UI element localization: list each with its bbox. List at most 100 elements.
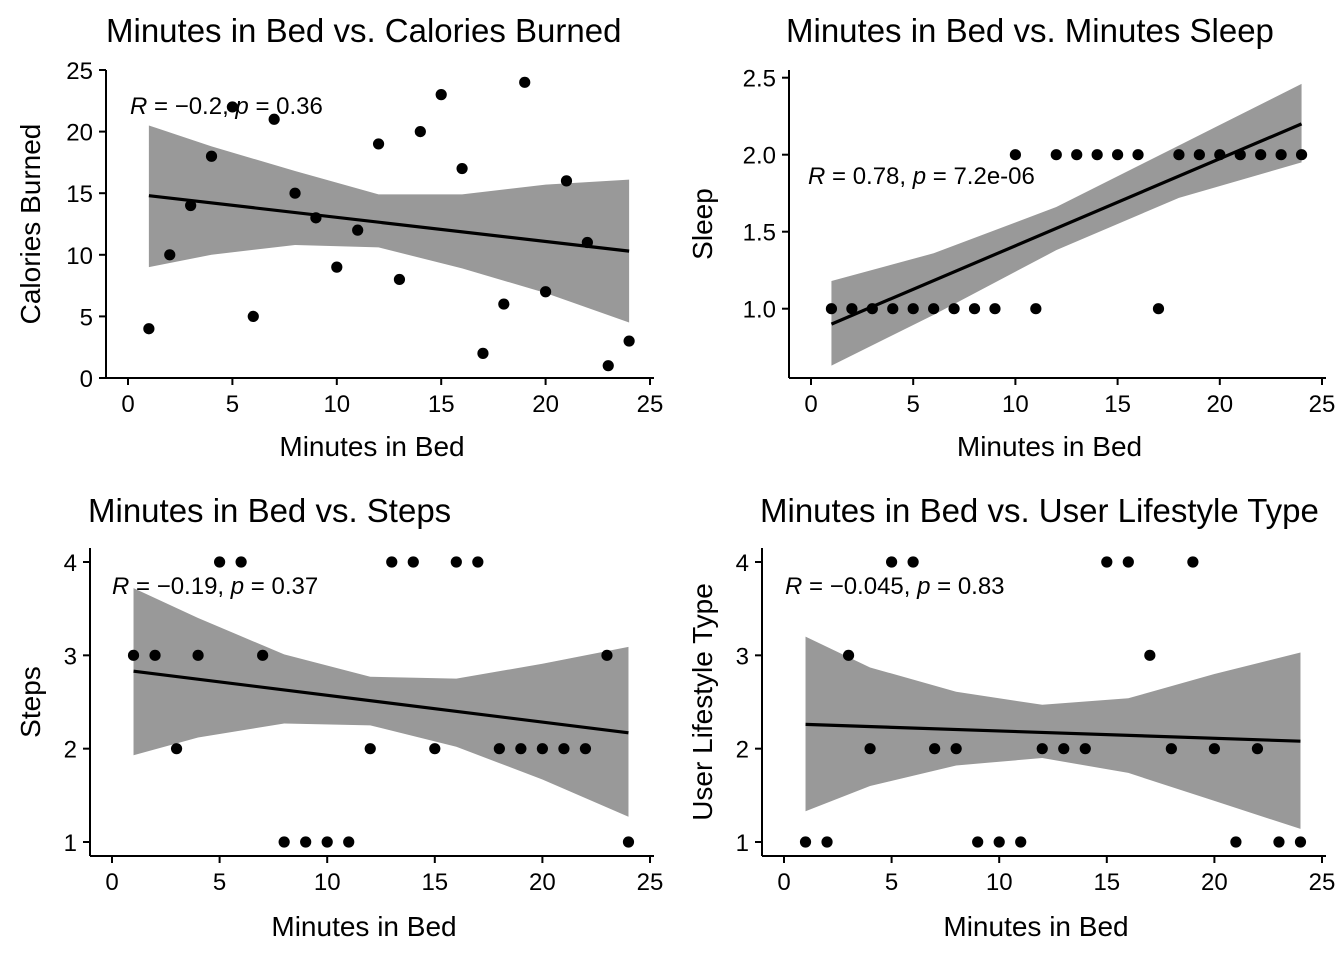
plot-area-calories xyxy=(143,76,635,372)
panel-steps: 0 5 10 15 20 25 1 2 3 4 Minutes in Bed vs. Steps Mi… xyxy=(15,492,663,942)
point-steps-19 xyxy=(515,743,527,755)
x-tick-label-calories-25: 25 xyxy=(637,391,664,418)
fit-line-steps xyxy=(133,669,629,735)
x-tick-label-steps-5: 5 xyxy=(213,869,226,896)
y-tick-label-calories-25: 25 xyxy=(66,58,93,85)
point-sleep-19 xyxy=(1193,149,1205,161)
point-calories-2 xyxy=(164,249,176,261)
point-calories-17 xyxy=(477,347,489,359)
point-steps-11 xyxy=(343,836,355,848)
point-lifestyle-16 xyxy=(1122,556,1134,568)
y-tick-label-sleep-1.5: 1.5 xyxy=(743,220,776,247)
y-axis-label-lifestyle: User Lifestyle Type xyxy=(687,583,718,821)
plot-area-steps xyxy=(127,556,635,848)
x-tick-label-calories-0: 0 xyxy=(121,391,134,418)
point-steps-5 xyxy=(214,556,226,568)
point-lifestyle-6 xyxy=(907,556,919,568)
point-steps-20 xyxy=(536,743,549,755)
point-calories-13 xyxy=(393,273,406,286)
point-sleep-22 xyxy=(1255,149,1267,161)
point-sleep-12 xyxy=(1050,149,1062,161)
point-steps-10 xyxy=(321,836,333,848)
point-sleep-2 xyxy=(846,303,858,315)
y-tick-label-sleep-2.5: 2.5 xyxy=(743,66,776,93)
point-lifestyle-17 xyxy=(1144,649,1156,661)
y-tick-label-lifestyle-4: 4 xyxy=(736,550,749,577)
point-sleep-17 xyxy=(1152,303,1165,315)
point-lifestyle-21 xyxy=(1230,836,1242,848)
point-calories-1 xyxy=(143,323,155,335)
panel-sleep: 0 5 10 15 20 25 1.0 1.5 2.0 2.5 Minutes in Bed vs.… xyxy=(687,12,1335,462)
point-lifestyle-3 xyxy=(842,649,855,661)
y-tick-label-lifestyle-3: 3 xyxy=(736,643,749,670)
point-lifestyle-24 xyxy=(1294,836,1307,848)
point-lifestyle-1 xyxy=(799,836,812,848)
point-lifestyle-22 xyxy=(1251,743,1264,755)
y-tick-label-calories-0: 0 xyxy=(80,366,93,393)
plot-area-sleep xyxy=(825,83,1308,366)
x-tick-label-sleep-5: 5 xyxy=(907,391,920,418)
x-axis-label-calories: Minutes in Bed xyxy=(279,431,464,462)
point-steps-7 xyxy=(257,649,269,661)
x-tick-label-sleep-0: 0 xyxy=(804,391,817,418)
point-lifestyle-18 xyxy=(1165,743,1177,755)
x-tick-label-lifestyle-10: 10 xyxy=(986,869,1013,896)
correlation-annotation-calories: R = −0.2, p = 0.36 xyxy=(130,93,323,120)
point-lifestyle-15 xyxy=(1101,556,1113,568)
point-calories-21 xyxy=(560,175,573,187)
point-calories-12 xyxy=(372,138,385,150)
point-sleep-18 xyxy=(1173,149,1185,161)
chart-title-sleep: Minutes in Bed vs. Minutes Sleep xyxy=(786,12,1274,49)
point-steps-6 xyxy=(235,556,247,568)
point-steps-4 xyxy=(192,649,204,661)
point-steps-16 xyxy=(450,556,462,568)
point-sleep-10 xyxy=(1009,149,1022,161)
point-lifestyle-10 xyxy=(993,836,1005,848)
x-axis-label-lifestyle: Minutes in Bed xyxy=(943,911,1128,942)
point-calories-4 xyxy=(205,150,218,162)
x-tick-label-lifestyle-25: 25 xyxy=(1309,869,1336,896)
x-tick-label-sleep-10: 10 xyxy=(1002,391,1029,418)
point-sleep-14 xyxy=(1091,149,1103,161)
point-steps-14 xyxy=(407,556,419,568)
point-lifestyle-20 xyxy=(1208,743,1220,755)
x-tick-label-calories-5: 5 xyxy=(226,391,239,418)
x-tick-label-steps-0: 0 xyxy=(105,869,118,896)
x-tick-label-lifestyle-5: 5 xyxy=(885,869,898,896)
x-tick-label-lifestyle-20: 20 xyxy=(1201,869,1228,896)
point-sleep-16 xyxy=(1132,149,1144,161)
x-tick-label-steps-10: 10 xyxy=(314,869,341,896)
y-tick-label-steps-2: 2 xyxy=(64,737,77,764)
point-steps-3 xyxy=(170,743,183,755)
fit-line-lifestyle xyxy=(805,722,1301,743)
point-steps-13 xyxy=(386,556,398,568)
chart-title-steps: Minutes in Bed vs. Steps xyxy=(88,492,451,529)
point-sleep-13 xyxy=(1071,149,1083,161)
fit-line-calories xyxy=(148,194,630,253)
panel-lifestyle: 0 5 10 15 20 25 1 2 3 4 Minutes in Bed vs. User Li… xyxy=(687,492,1335,942)
y-axis-label-calories: Calories Burned xyxy=(15,124,46,325)
point-steps-9 xyxy=(300,836,312,848)
point-sleep-5 xyxy=(907,303,919,315)
point-steps-22 xyxy=(579,743,592,755)
chart-title-lifestyle: Minutes in Bed vs. User Lifestyle Type xyxy=(760,492,1319,529)
x-tick-label-calories-15: 15 xyxy=(428,391,455,418)
point-calories-14 xyxy=(414,126,426,138)
panel-calories: 0 5 10 15 20 25 0 5 10 15 20 25 Minutes in Bed vs. C… xyxy=(15,12,663,462)
point-lifestyle-4 xyxy=(864,743,876,755)
x-tick-label-sleep-15: 15 xyxy=(1104,391,1131,418)
x-axis-label-sleep: Minutes in Bed xyxy=(957,431,1142,462)
point-calories-7 xyxy=(268,113,280,125)
point-lifestyle-8 xyxy=(950,743,962,755)
point-calories-23 xyxy=(602,360,614,372)
point-steps-8 xyxy=(278,836,290,848)
x-tick-label-lifestyle-0: 0 xyxy=(777,869,790,896)
point-sleep-11 xyxy=(1030,303,1042,315)
x-tick-label-sleep-25: 25 xyxy=(1309,391,1336,418)
point-sleep-4 xyxy=(887,303,899,315)
point-calories-3 xyxy=(185,199,197,212)
y-tick-label-calories-10: 10 xyxy=(66,243,93,270)
point-steps-12 xyxy=(364,743,376,755)
point-sleep-6 xyxy=(928,303,940,315)
